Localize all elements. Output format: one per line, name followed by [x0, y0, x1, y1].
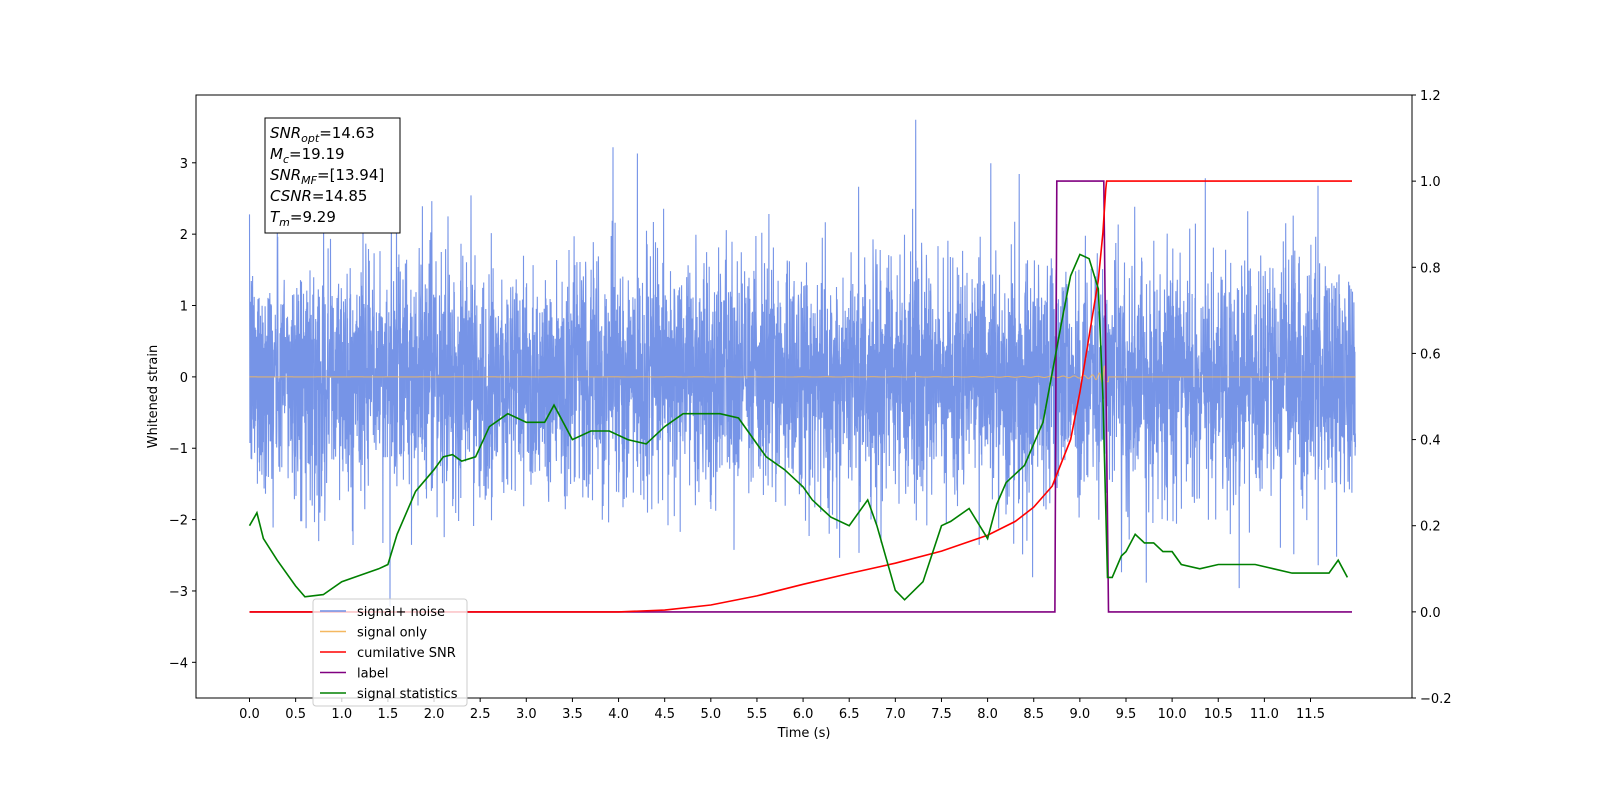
annotation-line: CSNR=14.85	[270, 187, 367, 205]
right-axis-series	[248, 180, 1352, 613]
y2-tick-label: 0.4	[1420, 434, 1441, 449]
y-tick-label: −2	[169, 514, 188, 529]
annotation-line: SNRopt=14.63	[270, 124, 375, 145]
y2-tick-label: 0.8	[1420, 261, 1441, 276]
signal-noise-series	[248, 119, 1357, 607]
x-tick-label: 3.5	[562, 707, 583, 722]
x-tick-label: 11.5	[1296, 707, 1325, 722]
y2-tick-label: −0.2	[1420, 692, 1452, 707]
y2-tick-label: 0.6	[1420, 347, 1441, 362]
legend-entry: cumilative SNR	[357, 646, 456, 661]
x-tick-label: 6.0	[793, 707, 814, 722]
y-axis-ticks: 3 2 1 0 −1 −2 −3 −4	[169, 157, 196, 671]
legend-entry: signal+ noise	[357, 605, 445, 620]
x-tick-label: 3.0	[516, 707, 537, 722]
x-tick-label: 8.0	[977, 707, 998, 722]
y2-axis-ticks: 1.2 1.0 0.8 0.6 0.4 0.2 0.0 −0.2	[1412, 89, 1452, 707]
annotation-line: Tm=9.29	[270, 208, 336, 229]
x-tick-label: 9.5	[1116, 707, 1137, 722]
y-tick-label: −1	[169, 442, 188, 457]
y-axis-label: Whitened strain	[146, 345, 161, 448]
x-tick-label: 5.5	[747, 707, 768, 722]
y-tick-label: 2	[180, 228, 188, 243]
x-tick-label: 5.0	[700, 707, 721, 722]
x-tick-label: 10.5	[1204, 707, 1233, 722]
x-tick-label: 2.0	[424, 707, 445, 722]
plot-frame	[195, 94, 1413, 699]
legend-entry: signal only	[357, 626, 427, 641]
x-tick-label: 7.5	[931, 707, 952, 722]
annotation-frame	[264, 117, 401, 234]
y-tick-label: −3	[169, 585, 188, 600]
x-tick-label: 2.5	[470, 707, 491, 722]
y-tick-label: 0	[180, 371, 188, 386]
x-axis-ticks: 0.0 0.5 1.0 1.5 2.0 2.5 3.0 3.5 4.0 4.5 5.0 5.5 6.0 6…	[239, 698, 1325, 722]
x-tick-label: 1.0	[331, 707, 352, 722]
y-tick-label: 3	[180, 157, 188, 172]
x-axis-label: Time (s)	[777, 726, 831, 741]
legend: signal+ noise signal only cumilative SNR la…	[312, 598, 468, 707]
legend-entry: signal statistics	[357, 687, 458, 702]
signal-noise-line	[248, 119, 1357, 607]
y-tick-label: −4	[169, 656, 188, 671]
x-tick-label: 0.0	[239, 707, 260, 722]
y2-tick-label: 1.0	[1420, 175, 1441, 190]
x-tick-label: 8.5	[1023, 707, 1044, 722]
x-tick-label: 1.5	[378, 707, 399, 722]
y2-tick-label: 0.0	[1420, 606, 1441, 621]
x-tick-label: 4.0	[608, 707, 629, 722]
x-tick-label: 7.0	[885, 707, 906, 722]
signal-only-series	[249, 365, 1356, 409]
signal-statistics-line	[248, 253, 1349, 601]
y2-tick-label: 0.2	[1420, 520, 1441, 535]
annotation-line: SNRMF=[13.94]	[270, 166, 384, 187]
x-tick-label: 4.5	[654, 707, 675, 722]
annotation-line: Mc=19.19	[270, 145, 345, 166]
x-tick-label: 0.5	[285, 707, 306, 722]
y-tick-label: 1	[180, 300, 188, 315]
y2-tick-label: 1.2	[1420, 89, 1441, 104]
x-tick-label: 6.5	[839, 707, 860, 722]
label-line	[249, 180, 1352, 613]
x-tick-label: 10.0	[1158, 707, 1187, 722]
cumulative-snr-line	[249, 180, 1352, 613]
x-tick-label: 9.0	[1070, 707, 1091, 722]
x-tick-label: 11.0	[1250, 707, 1279, 722]
annotation-box: SNRopt=14.63Mc=19.19SNRMF=[13.94]CSNR=14…	[264, 117, 401, 234]
signal-only-line	[249, 365, 1356, 409]
legend-entry: label	[357, 667, 388, 682]
legend-frame	[312, 598, 468, 707]
